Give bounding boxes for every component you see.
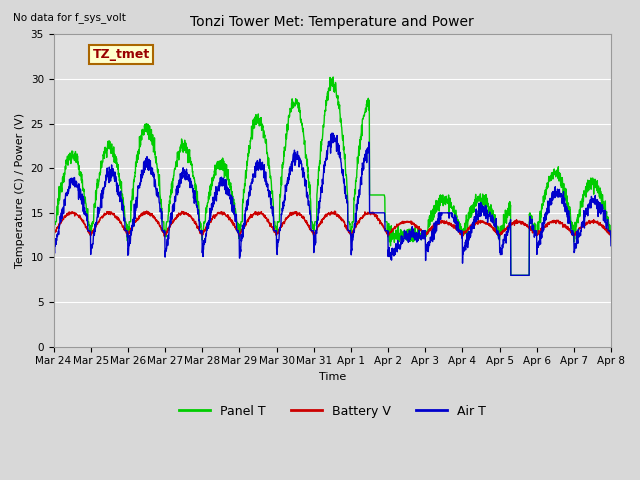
Air T [495,235,502,241]
Air T [361,156,369,161]
Line: Panel T: Panel T [54,77,611,276]
Battery V [558,220,566,226]
Battery V [236,233,243,239]
Text: No data for f_sys_volt: No data for f_sys_volt [13,12,125,23]
Panel T [349,220,356,226]
Battery V [607,233,615,239]
Line: Air T: Air T [54,133,611,276]
Battery V [143,208,150,214]
Y-axis label: Temperature (C) / Power (V): Temperature (C) / Power (V) [15,113,25,268]
Panel T [607,234,615,240]
Battery V [50,231,58,237]
Battery V [361,209,369,215]
Air T [50,249,58,255]
X-axis label: Time: Time [319,372,346,382]
Battery V [349,228,356,234]
Panel T [50,233,58,239]
Air T [607,243,615,249]
Panel T [507,273,515,278]
Panel T [574,218,582,224]
Panel T [205,196,213,202]
Text: TZ_tmet: TZ_tmet [93,48,150,61]
Air T [328,130,336,136]
Air T [574,240,582,246]
Battery V [574,228,582,234]
Battery V [205,220,213,226]
Panel T [495,225,502,231]
Panel T [330,74,337,80]
Air T [558,201,566,206]
Air T [349,238,356,243]
Battery V [495,230,502,236]
Panel T [558,175,566,180]
Legend: Panel T, Battery V, Air T: Panel T, Battery V, Air T [173,400,491,423]
Panel T [361,109,369,115]
Title: Tonzi Tower Met: Temperature and Power: Tonzi Tower Met: Temperature and Power [190,15,474,29]
Line: Battery V: Battery V [54,211,611,236]
Air T [507,273,515,278]
Air T [205,218,213,224]
